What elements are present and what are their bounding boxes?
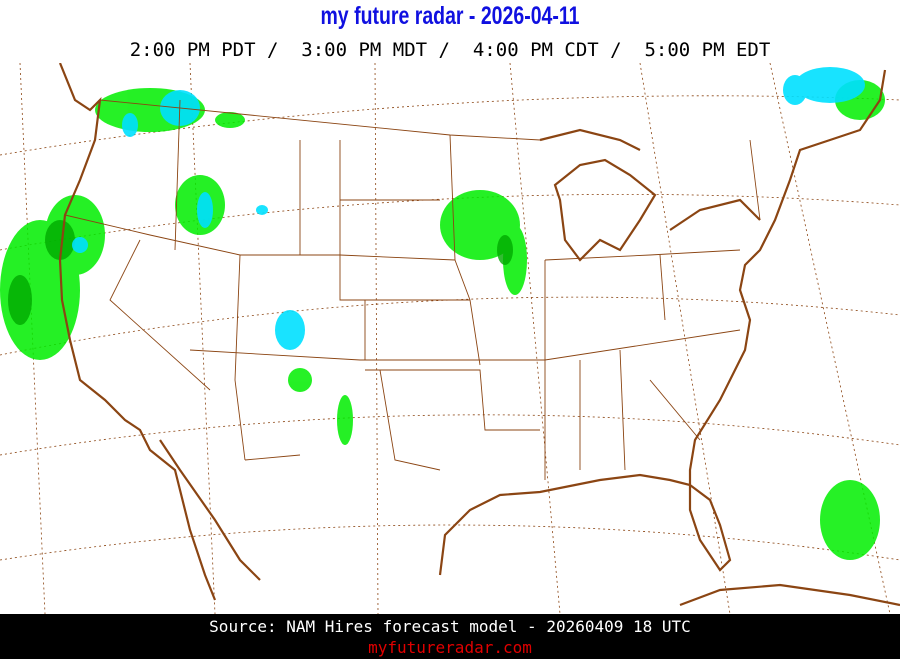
footer: Source: NAM Hires forecast model - 20260… xyxy=(0,614,900,659)
valid-times: 2:00 PM PDT / 3:00 PM MDT / 4:00 PM CDT … xyxy=(129,39,771,61)
state-borders xyxy=(64,99,761,480)
graticule xyxy=(0,63,900,615)
radar-echoes xyxy=(0,67,885,560)
radar-map xyxy=(0,63,900,615)
page-title: my future radar - 2026-04-11 xyxy=(320,2,580,30)
model-source: Source: NAM Hires forecast model - 20260… xyxy=(209,617,691,636)
coastline xyxy=(58,63,900,607)
site-link[interactable]: myfutureradar.com xyxy=(368,638,532,657)
